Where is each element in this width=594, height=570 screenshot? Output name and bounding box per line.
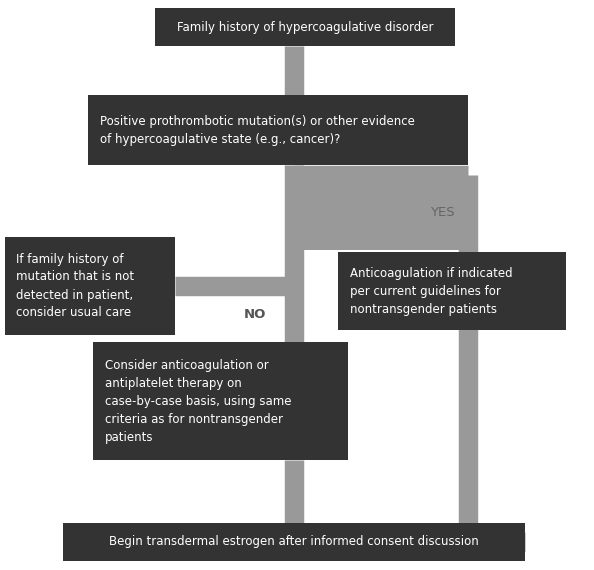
Text: If family history of
mutation that is not
detected in patient,
consider usual ca: If family history of mutation that is no… xyxy=(16,253,134,320)
FancyBboxPatch shape xyxy=(5,237,175,335)
FancyBboxPatch shape xyxy=(63,523,525,561)
Text: Anticoagulation if indicated
per current guidelines for
nontransgender patients: Anticoagulation if indicated per current… xyxy=(350,267,513,316)
Text: Begin transdermal estrogen after informed consent discussion: Begin transdermal estrogen after informe… xyxy=(109,535,479,548)
Text: YES: YES xyxy=(431,206,455,218)
FancyBboxPatch shape xyxy=(300,175,468,250)
FancyBboxPatch shape xyxy=(155,8,455,46)
Text: Positive prothrombotic mutation(s) or other evidence
of hypercoagulative state (: Positive prothrombotic mutation(s) or ot… xyxy=(100,115,415,145)
FancyBboxPatch shape xyxy=(93,342,348,460)
FancyBboxPatch shape xyxy=(338,252,566,330)
Text: Family history of hypercoagulative disorder: Family history of hypercoagulative disor… xyxy=(177,21,433,34)
FancyBboxPatch shape xyxy=(88,95,468,165)
Text: Consider anticoagulation or
antiplatelet therapy on
case-by-case basis, using sa: Consider anticoagulation or antiplatelet… xyxy=(105,359,292,443)
Text: NO: NO xyxy=(244,307,266,320)
